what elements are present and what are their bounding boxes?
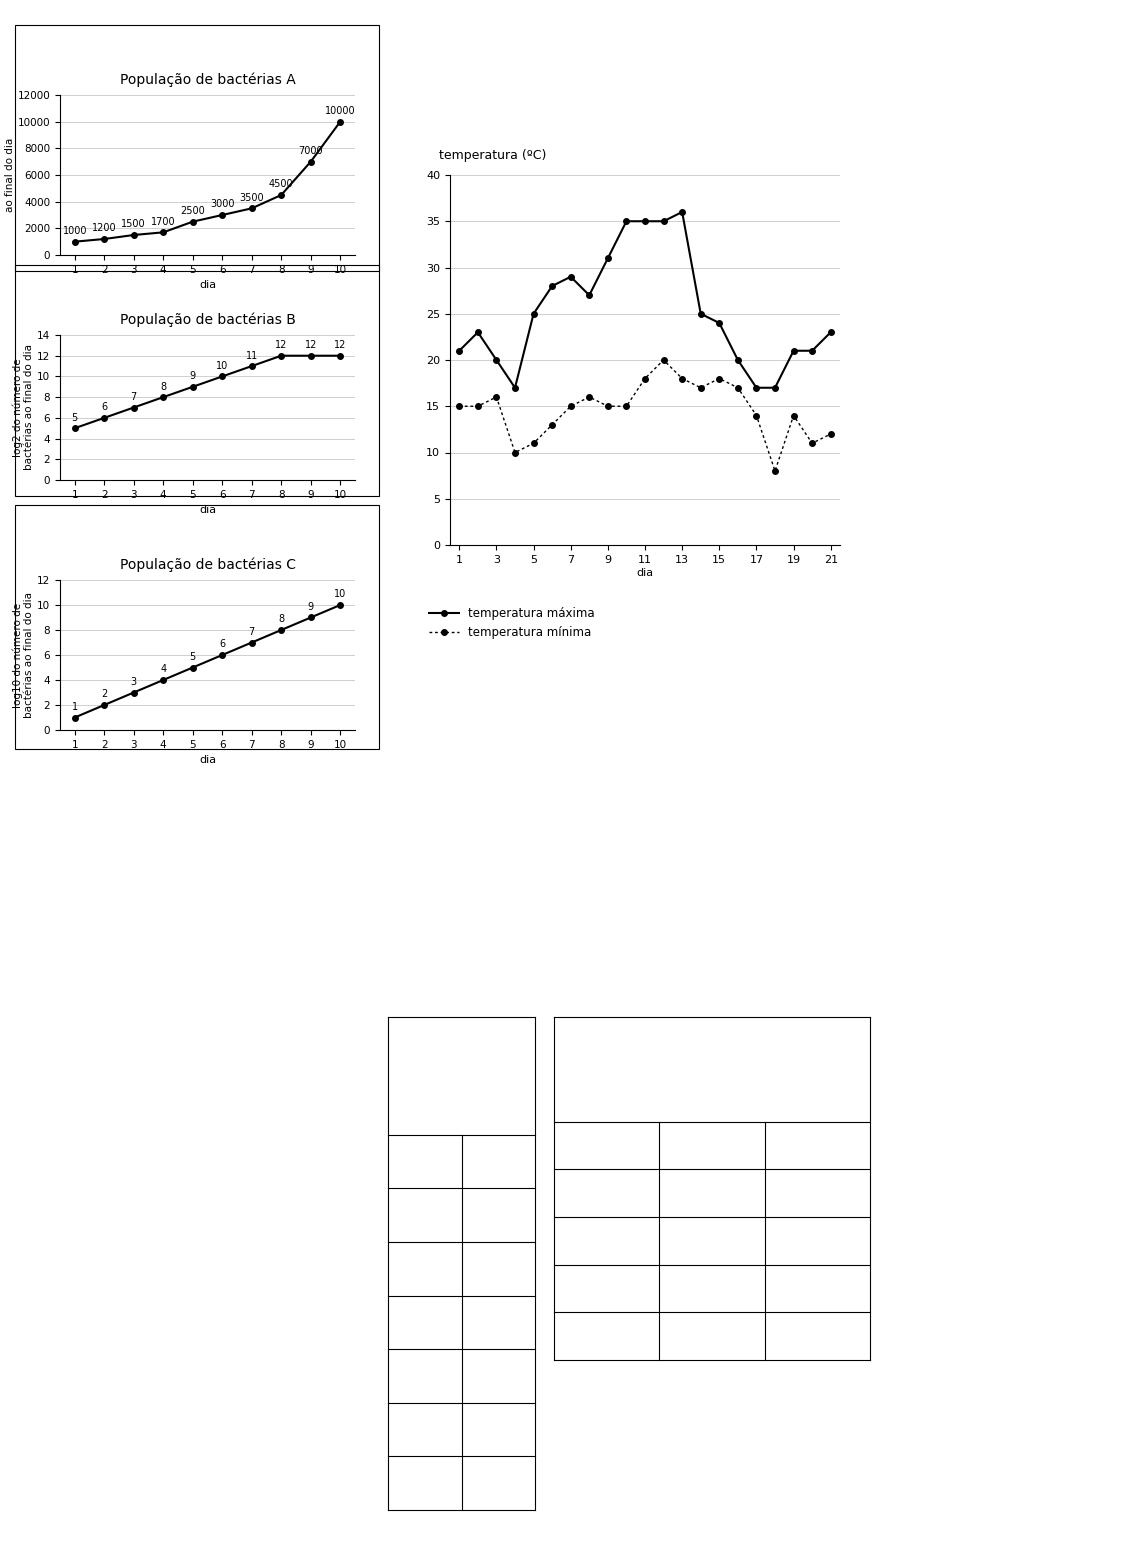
Y-axis label: número de bactérias
ao final do dia: número de bactérias ao final do dia [0,120,15,228]
Text: 5: 5 [189,652,196,662]
Text: 2: 2 [101,690,108,699]
Text: 9: 9 [189,371,196,382]
Y-axis label: log10 do número de
bactérias ao final do dia: log10 do número de bactérias ao final do… [12,593,35,718]
Text: População de bactérias C: População de bactérias C [120,558,296,572]
X-axis label: dia: dia [637,568,654,577]
Text: 10: 10 [334,590,346,599]
Legend: temperatura máxima, temperatura mínima: temperatura máxima, temperatura mínima [425,602,600,644]
Text: 9: 9 [307,602,314,612]
Text: 11: 11 [245,350,258,361]
X-axis label: dia: dia [198,280,216,291]
Text: 5: 5 [72,413,77,422]
Text: 10000: 10000 [325,106,355,116]
Text: 12: 12 [275,339,287,350]
Text: 1000: 1000 [63,227,87,236]
Y-axis label: log2 do número de
bactérias ao final do dia: log2 do número de bactérias ao final do … [12,344,35,471]
Text: 7000: 7000 [298,145,323,156]
Text: 12: 12 [334,339,346,350]
Text: 4: 4 [160,665,166,674]
Text: 4500: 4500 [269,180,294,189]
Text: temperatura (ºC): temperatura (ºC) [438,150,546,163]
Text: 8: 8 [278,615,285,624]
Text: 7: 7 [131,393,137,402]
Text: 3000: 3000 [210,200,234,210]
Text: População de bactérias B: População de bactérias B [120,313,296,327]
Text: 7: 7 [249,627,254,637]
Text: 6: 6 [101,402,108,413]
Text: 1500: 1500 [121,219,146,230]
Text: 1200: 1200 [92,224,117,233]
Text: 1: 1 [72,702,77,712]
Text: População de bactérias A: População de bactérias A [120,72,295,88]
Text: 3: 3 [131,677,137,687]
Text: 8: 8 [160,382,166,391]
Text: 3500: 3500 [240,192,265,203]
Text: 6: 6 [220,640,225,649]
Text: 10: 10 [216,361,229,371]
X-axis label: dia: dia [198,505,216,515]
X-axis label: dia: dia [198,755,216,765]
Text: 1700: 1700 [151,217,176,227]
Text: 2500: 2500 [180,206,205,216]
Text: 12: 12 [305,339,317,350]
